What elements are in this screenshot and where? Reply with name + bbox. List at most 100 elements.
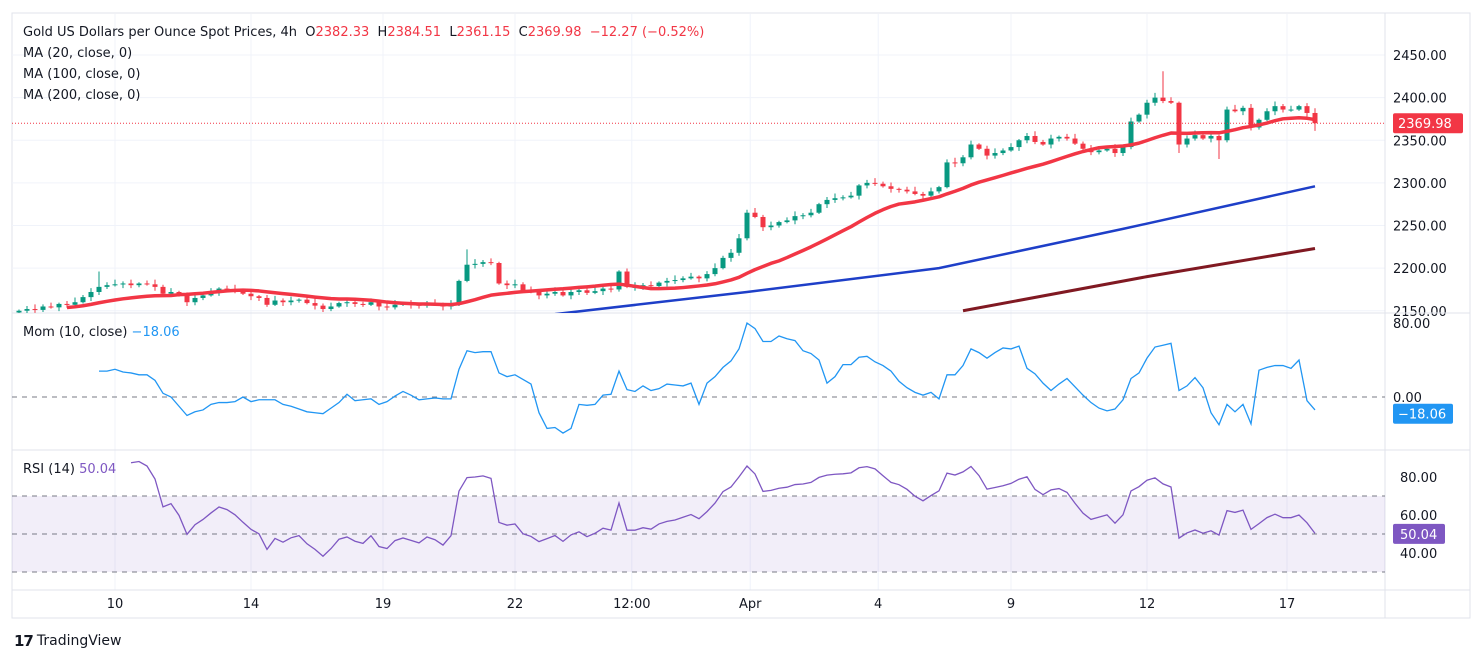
candle-body	[888, 186, 894, 189]
candle-body	[776, 222, 782, 226]
rsi-tick-label: 80.00	[1400, 471, 1437, 486]
candle	[1144, 99, 1150, 119]
candle	[880, 181, 886, 188]
candle-body	[800, 215, 806, 217]
candle	[272, 295, 278, 307]
ma200-legend[interactable]: MA (200, close, 0)	[23, 88, 141, 103]
candle	[872, 178, 878, 186]
candle-body	[744, 212, 750, 239]
candle	[1040, 139, 1046, 146]
candle-body	[144, 283, 150, 285]
rsi-legend[interactable]: RSI (14) 50.04	[23, 461, 116, 479]
candle-body	[672, 280, 678, 282]
candle-body	[696, 276, 702, 279]
candle-body	[1008, 147, 1014, 151]
candle-body	[1120, 147, 1126, 154]
candle	[264, 294, 270, 307]
candle-body	[80, 297, 86, 303]
candle	[792, 211, 798, 225]
rsi-line	[130, 460, 1316, 558]
candle-body	[32, 309, 38, 311]
candle-body	[736, 238, 742, 253]
candle-body	[368, 302, 374, 305]
candle-body	[712, 268, 718, 275]
candle-body	[1152, 97, 1158, 103]
candle-body	[904, 189, 910, 192]
candle-body	[1240, 107, 1246, 112]
ma100-legend[interactable]: MA (100, close, 0)	[23, 67, 141, 82]
candle-body	[912, 191, 918, 194]
candle-body	[1144, 102, 1150, 115]
candle	[864, 179, 870, 189]
candle	[1152, 92, 1158, 106]
candle	[1032, 131, 1038, 145]
candle-body	[24, 309, 30, 311]
candle	[848, 191, 854, 199]
candle-body	[1224, 109, 1230, 141]
candle	[1056, 135, 1062, 142]
candle-body	[304, 299, 310, 304]
candle-body	[992, 153, 998, 156]
candle	[888, 182, 894, 193]
candle-body	[360, 303, 366, 305]
candle-body	[392, 304, 398, 308]
candle	[896, 187, 902, 193]
candle	[568, 288, 574, 300]
candle	[1264, 108, 1270, 122]
candle	[128, 279, 134, 289]
candle	[1160, 71, 1166, 104]
tradingview-logo[interactable]: 17 TradingView	[14, 632, 121, 650]
candle-body	[872, 182, 878, 184]
candle	[688, 272, 694, 280]
candle	[136, 282, 142, 288]
candle-body	[576, 290, 582, 292]
candle	[480, 260, 486, 267]
candle-body	[896, 188, 902, 190]
time-tick-label: 12:00	[613, 597, 650, 612]
ma20-line	[66, 116, 1316, 310]
candle-body	[768, 225, 774, 228]
candle-body	[1184, 138, 1190, 145]
candle	[16, 309, 22, 313]
price-tick-label: 2350.00	[1393, 134, 1447, 149]
candle-body	[192, 297, 198, 303]
candle	[1008, 143, 1014, 152]
price-tick-label: 2200.00	[1393, 262, 1447, 277]
candle-body	[512, 284, 518, 286]
candle	[384, 303, 390, 311]
rsi-tick-label: 60.00	[1400, 509, 1437, 524]
candle-body	[608, 288, 614, 290]
candle	[104, 282, 110, 290]
candle-body	[592, 291, 598, 293]
candle-body	[88, 291, 94, 298]
ma20-legend[interactable]: MA (20, close, 0)	[23, 46, 133, 61]
candle	[1000, 148, 1006, 156]
candle-body	[984, 148, 990, 156]
time-tick-label: 19	[375, 597, 392, 612]
candle-body	[880, 183, 886, 187]
candle	[760, 214, 766, 232]
candle	[680, 276, 686, 283]
candle-body	[336, 303, 342, 307]
candle-body	[16, 310, 22, 313]
candle	[816, 202, 822, 214]
candle-body	[680, 278, 686, 281]
candle-body	[1000, 150, 1006, 154]
candle-body	[264, 297, 270, 305]
candle-body	[328, 306, 334, 310]
candle-body	[464, 264, 470, 281]
candle-body	[968, 144, 974, 158]
mom-legend[interactable]: Mom (10, close) −18.06	[23, 324, 180, 342]
candle-body	[1288, 109, 1294, 111]
candle-body	[40, 306, 46, 310]
high-value: 2384.51	[387, 25, 442, 40]
candle	[600, 286, 606, 295]
candle-body	[1192, 135, 1198, 139]
candle	[920, 191, 926, 200]
candle	[808, 208, 814, 218]
candle-body	[248, 293, 254, 297]
candle-body	[472, 263, 478, 265]
time-tick-label: 10	[107, 597, 124, 612]
candle-body	[280, 300, 286, 303]
